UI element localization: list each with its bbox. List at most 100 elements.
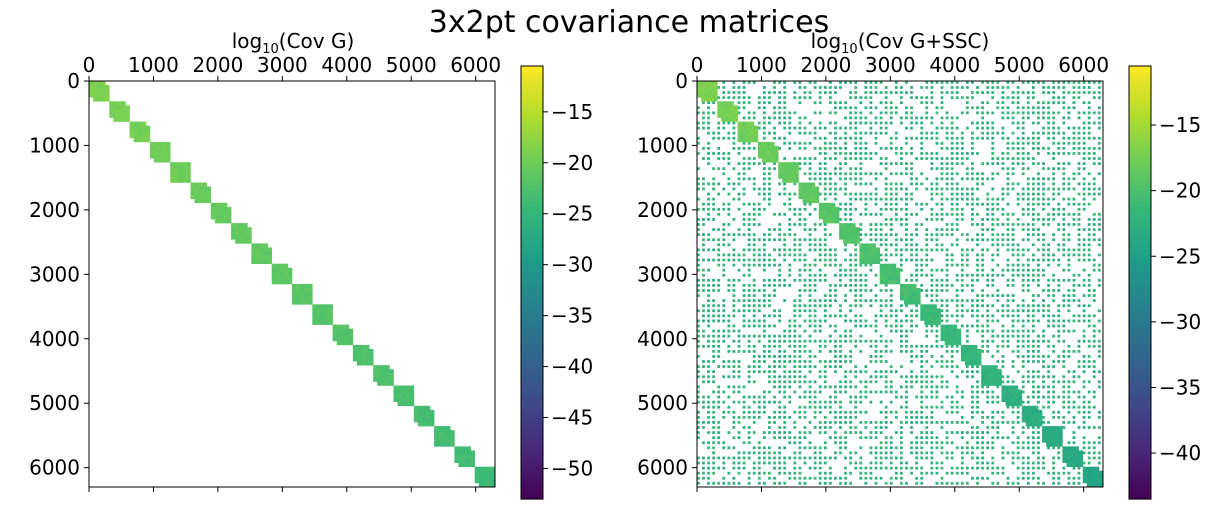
heatmap-cell [1047, 365, 1050, 368]
heatmap-cell [834, 410, 837, 414]
heatmap-cell [930, 415, 934, 419]
heatmap-cell [854, 273, 858, 277]
heatmap-cell [925, 289, 929, 292]
heatmap-cell [1097, 218, 1101, 221]
heatmap-cell [996, 349, 1000, 353]
heatmap-cell [732, 278, 736, 282]
heatmap-cell [935, 111, 939, 115]
heatmap-cell [747, 375, 751, 379]
diagonal-block-cell [174, 162, 179, 167]
heatmap-cell [793, 421, 797, 424]
heatmap-cell [945, 111, 949, 115]
heatmap-cell [747, 238, 751, 242]
heatmap-cell [950, 441, 954, 445]
diagonal-block-cell [713, 97, 718, 102]
heatmap-cell [1062, 319, 1066, 323]
heatmap-cell [727, 349, 731, 353]
heatmap-cell [707, 456, 710, 460]
heatmap-cell [697, 375, 700, 379]
heatmap-cell [900, 405, 903, 409]
heatmap-cell [1001, 355, 1005, 358]
heatmap-cell [869, 466, 873, 470]
heatmap-cell [1011, 131, 1015, 135]
heatmap-cell [910, 91, 913, 94]
heatmap-cell [834, 248, 837, 252]
heatmap-cell [1042, 218, 1045, 221]
colorbar-segment [521, 255, 543, 262]
heatmap-cell [844, 481, 847, 485]
diagonal-block-cell [312, 308, 317, 313]
diagonal-block-cell [839, 223, 844, 228]
heatmap-cell [1026, 167, 1030, 171]
diagonal-block-cell [361, 348, 366, 354]
heatmap-cell [960, 131, 964, 135]
heatmap-cell [981, 349, 984, 353]
heatmap-cell [1062, 131, 1066, 135]
heatmap-cell [1082, 370, 1086, 374]
heatmap-cell [717, 334, 721, 338]
heatmap-cell [828, 385, 832, 389]
heatmap-cell [981, 304, 984, 308]
heatmap-cell [1057, 131, 1061, 135]
diagonal-block-cell [247, 227, 252, 232]
diagonal-block-cell [137, 121, 143, 126]
heatmap-cell [773, 355, 776, 358]
heatmap-cell [808, 294, 812, 297]
heatmap-cell [727, 410, 731, 414]
diagonal-block-cell [709, 81, 714, 86]
heatmap-cell [854, 81, 858, 84]
heatmap-cell [1062, 197, 1066, 201]
heatmap-cell [905, 375, 908, 379]
heatmap-cell [828, 334, 832, 338]
heatmap-cell [976, 380, 979, 384]
heatmap-cell [1077, 111, 1081, 115]
heatmap-cell [930, 471, 934, 475]
diagonal-block-cell [401, 389, 406, 394]
heatmap-cell [1016, 344, 1020, 348]
heatmap-cell [859, 339, 863, 343]
heatmap-cell [1057, 263, 1061, 267]
heatmap-cell [894, 248, 898, 252]
heatmap-cell [808, 309, 812, 313]
heatmap-cell [762, 456, 766, 460]
diagonal-block-cell [247, 239, 252, 244]
heatmap-cell [950, 395, 954, 399]
heatmap-cell [1026, 349, 1030, 353]
heatmap-cell [1067, 223, 1071, 226]
heatmap-cell [879, 410, 883, 414]
heatmap-cell [1072, 299, 1076, 303]
diagonal-block-cell [1005, 397, 1010, 403]
heatmap-cell [894, 395, 898, 399]
heatmap-cell [950, 421, 954, 424]
heatmap-cell [930, 395, 934, 399]
heatmap-cell [783, 395, 787, 399]
diagonal-block-cell [969, 344, 974, 350]
heatmap-cell [915, 96, 919, 100]
heatmap-cell [844, 355, 847, 358]
heatmap-cell [803, 126, 807, 130]
heatmap-cell [960, 436, 964, 440]
diagonal-block-cell [843, 223, 848, 228]
heatmap-cell [768, 96, 771, 100]
heatmap-cell [894, 111, 898, 115]
heatmap-cell [996, 273, 1000, 277]
heatmap-cell [768, 202, 771, 206]
diagonal-block-cell [162, 158, 167, 163]
diagonal-block-cell [847, 239, 852, 244]
diagonal-block-cell [255, 247, 260, 252]
diagonal-block-cell [292, 288, 297, 293]
heatmap-cell [859, 228, 863, 231]
heatmap-cell [752, 466, 756, 470]
heatmap-cell [712, 284, 716, 287]
diagonal-block-cell [332, 328, 337, 334]
heatmap-cell [747, 162, 751, 165]
diagonal-block-cell [701, 97, 706, 102]
heatmap-cell [930, 380, 934, 384]
heatmap-cell [1077, 126, 1081, 130]
diagonal-block-cell [741, 137, 747, 143]
heatmap-cell [702, 426, 705, 429]
heatmap-cell [697, 228, 700, 231]
diagonal-block-cell [235, 235, 240, 240]
heatmap-cell [717, 146, 721, 150]
diagonal-block-cell [932, 320, 937, 325]
